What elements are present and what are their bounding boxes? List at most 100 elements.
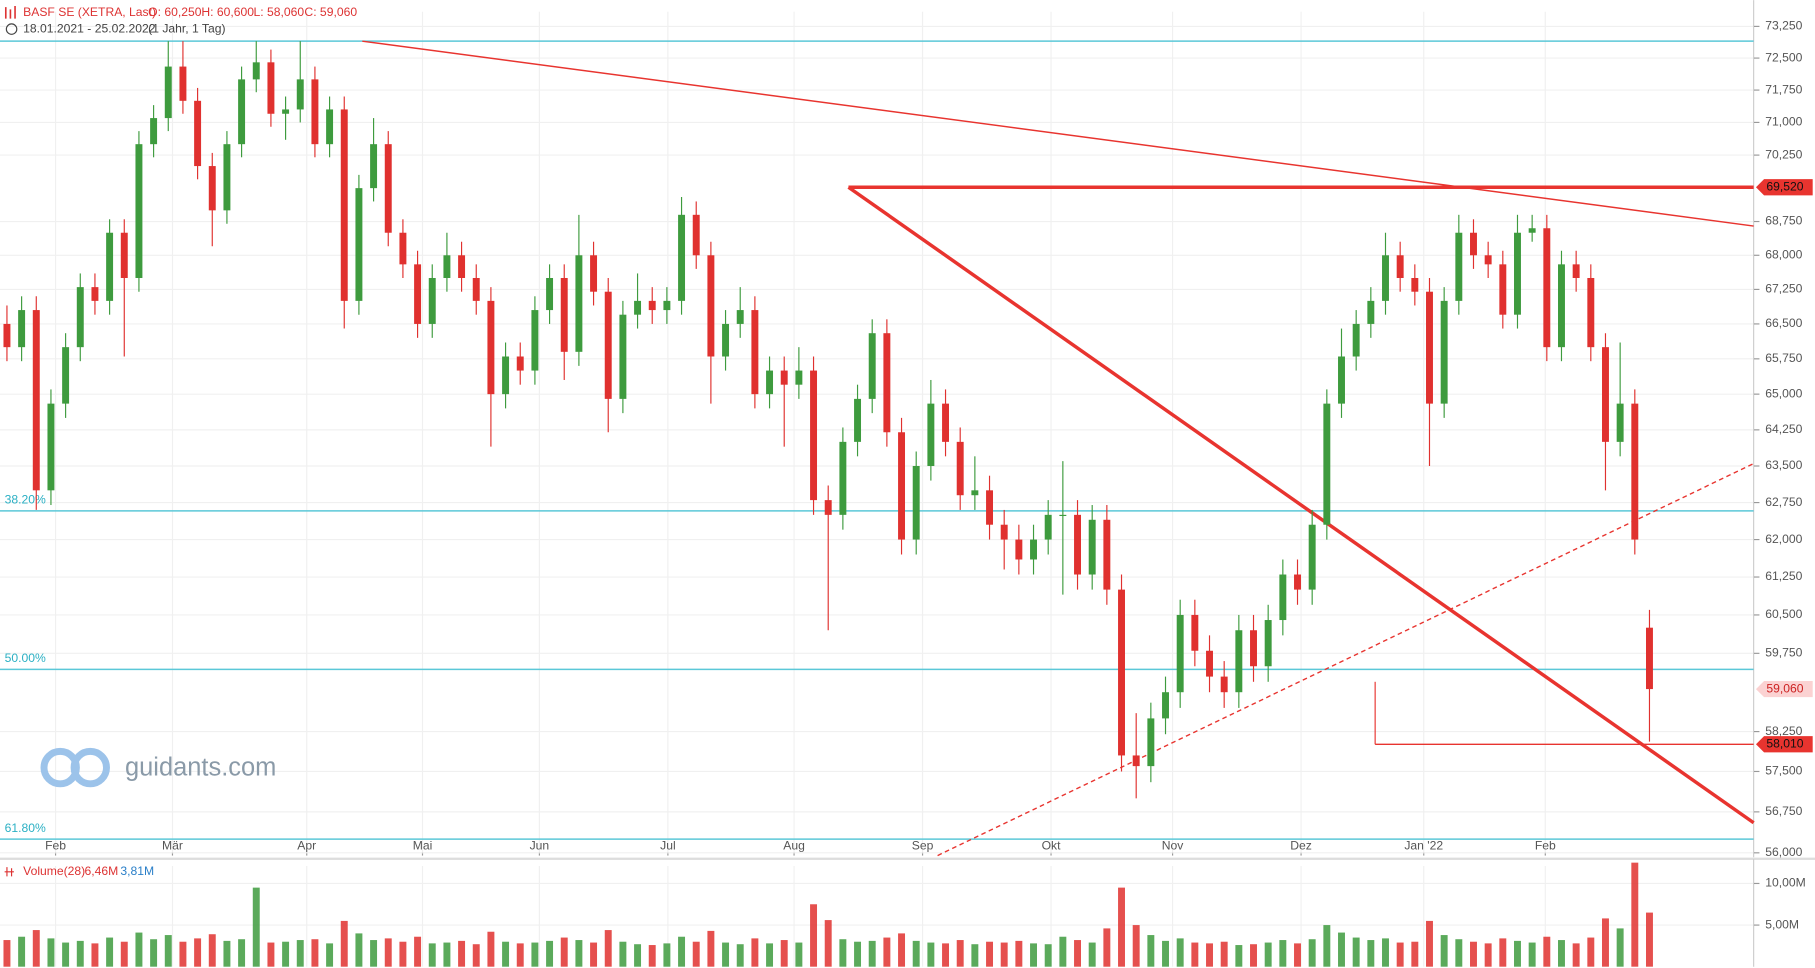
candle-body <box>18 310 26 348</box>
y-tick-label: 63,500 <box>1765 458 1802 472</box>
x-tick-label: Apr <box>297 839 316 853</box>
candle-body <box>663 300 671 311</box>
x-tick-label: Mai <box>413 839 433 853</box>
volume-bar <box>3 940 11 967</box>
candle-body <box>208 166 216 211</box>
volume-bar <box>619 941 627 967</box>
volume-bar <box>1044 944 1052 967</box>
candle-body <box>340 109 348 301</box>
volume-bar <box>399 941 407 967</box>
candle-body <box>1587 277 1595 348</box>
candle-body <box>736 310 744 324</box>
candle-body <box>47 403 55 491</box>
x-tick-label: Mär <box>162 839 183 853</box>
instrument-title: BASF SE (XETRA, Last) <box>23 5 156 19</box>
candle-body <box>1118 589 1125 756</box>
candle-body <box>1191 614 1199 651</box>
volume-bar <box>839 939 847 967</box>
volume-bar <box>795 942 803 967</box>
volume-bar <box>179 941 187 967</box>
volume-bar <box>208 934 216 967</box>
volume-bar <box>487 931 495 967</box>
volume-bar <box>1367 940 1375 967</box>
volume-bar <box>1602 918 1609 967</box>
level-label: 38.20% <box>5 493 46 507</box>
candle-body <box>120 232 128 278</box>
y-tick-label: 58,250 <box>1765 724 1802 738</box>
volume-bar <box>1338 932 1345 967</box>
volume-bar <box>736 944 744 967</box>
candle-body <box>1396 255 1404 278</box>
candle-body <box>1455 232 1463 301</box>
candle-body <box>575 255 583 352</box>
candle-body <box>399 232 407 265</box>
volume-bar <box>912 940 920 967</box>
candle-body <box>91 287 99 301</box>
y-tick-label: 62,000 <box>1765 532 1802 546</box>
candle-body <box>106 232 114 301</box>
y-tick-label: 66,500 <box>1765 316 1802 330</box>
candle-body <box>252 62 260 80</box>
candle-body <box>1279 574 1287 621</box>
candle-body <box>912 465 920 540</box>
candle-body <box>1308 524 1316 590</box>
volume-bar <box>1455 939 1463 967</box>
candle-body <box>443 255 451 278</box>
volume-bar <box>311 939 319 967</box>
candle-body <box>1558 264 1565 348</box>
candle-body <box>428 277 436 324</box>
volume-bar <box>223 940 231 967</box>
candle-body <box>604 291 612 399</box>
y-tick-label: 57,500 <box>1765 764 1802 778</box>
volume-bar <box>47 938 55 967</box>
y-tick-label: 68,750 <box>1765 214 1802 228</box>
candle-body <box>1162 692 1169 719</box>
candle-body <box>326 109 334 145</box>
volume-icon <box>4 867 14 877</box>
volume-bar <box>1206 943 1213 967</box>
volume-bar <box>942 943 950 967</box>
candle-body <box>956 441 964 496</box>
price-badge <box>1755 736 1813 753</box>
candle-body <box>868 333 876 399</box>
price-badge-label: 69,520 <box>1766 179 1803 193</box>
candle-body <box>942 403 950 442</box>
y-tick-label: 73,250 <box>1765 19 1802 33</box>
volume-bar <box>1074 940 1081 967</box>
volume-bar <box>326 943 334 967</box>
x-tick-label: Aug <box>783 839 805 853</box>
candle-body <box>194 100 202 167</box>
candle-body <box>898 432 906 540</box>
ohlc-open: O: 60,250 <box>148 5 202 19</box>
clock-icon <box>5 23 18 35</box>
volume-bar <box>692 941 700 967</box>
price-badge <box>1755 179 1813 196</box>
candle-body <box>692 214 700 256</box>
volume-bar <box>340 920 348 967</box>
x-tick-label: Sep <box>912 839 934 853</box>
volume-bar <box>1000 942 1008 967</box>
candle-body <box>472 277 480 301</box>
volume-bar <box>370 940 378 967</box>
candle-body <box>634 300 642 315</box>
chart-icon <box>4 5 16 19</box>
candle-body <box>1602 347 1609 442</box>
volume-bar <box>1030 943 1037 967</box>
candle-body <box>927 403 935 466</box>
date-range: 18.01.2021 - 25.02.2022 <box>23 21 156 35</box>
y-tick-label: 62,750 <box>1765 495 1802 509</box>
candle-body <box>487 300 495 395</box>
volume-bar <box>678 936 686 967</box>
candle-body <box>546 277 554 311</box>
volume-bar <box>1558 940 1565 967</box>
volume-bar <box>472 944 480 967</box>
volume-bar <box>1015 940 1023 967</box>
y-tick-label: 65,000 <box>1765 386 1802 400</box>
x-tick-label: Jun <box>530 839 550 853</box>
volume-bar <box>766 943 774 967</box>
volume-last: 6,46M <box>84 864 118 878</box>
y-tick-label: 60,500 <box>1765 607 1802 621</box>
candle-body <box>1030 539 1037 560</box>
volume-bar <box>986 941 994 967</box>
